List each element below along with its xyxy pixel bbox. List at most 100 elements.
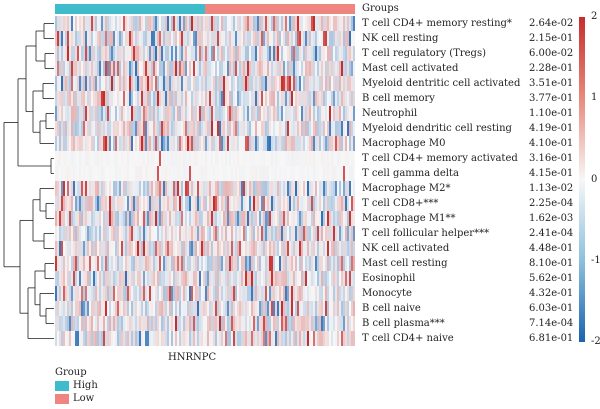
heatmap-cell [179, 31, 182, 46]
heatmap-cell [217, 61, 220, 76]
heatmap-cell [185, 16, 188, 31]
heatmap-cell [93, 226, 96, 241]
heatmap-cell [345, 181, 348, 196]
heatmap-cell [279, 181, 282, 196]
heatmap-cell [231, 31, 234, 46]
heatmap-cell [145, 136, 148, 151]
heatmap-cell [87, 76, 90, 91]
heatmap-cell [235, 46, 238, 61]
heatmap-cell [217, 286, 220, 301]
heatmap-cell [119, 256, 122, 271]
heatmap-cell [139, 46, 142, 61]
heatmap-cell [107, 61, 110, 76]
heatmap-cell [301, 76, 304, 91]
heatmap-cell [221, 106, 224, 121]
heatmap-cell [267, 151, 270, 166]
heatmap-cell [251, 181, 254, 196]
heatmap-cell [241, 121, 244, 136]
heatmap-cell [255, 286, 258, 301]
heatmap-cell [315, 196, 318, 211]
heatmap-cell [193, 301, 196, 316]
heatmap-cell [77, 46, 80, 61]
heatmap-cell [85, 106, 88, 121]
heatmap-cell [347, 91, 350, 106]
heatmap-cell [111, 166, 114, 181]
heatmap-cell [261, 151, 264, 166]
heatmap-cell [171, 316, 174, 331]
heatmap-cell [125, 76, 128, 91]
heatmap-cell [211, 211, 214, 226]
heatmap-cell [131, 181, 134, 196]
heatmap-cell [165, 121, 168, 136]
heatmap-cell [179, 256, 182, 271]
heatmap-cell [91, 91, 94, 106]
heatmap-cell [265, 256, 268, 271]
heatmap-cell [247, 121, 250, 136]
heatmap-cell [285, 271, 288, 286]
heatmap-cell [137, 166, 140, 181]
heatmap-cell [217, 271, 220, 286]
heatmap-cell [159, 166, 162, 181]
heatmap-cell [199, 241, 202, 256]
heatmap-cell [257, 301, 260, 316]
heatmap-cell [263, 181, 266, 196]
heatmap-cell [65, 16, 68, 31]
heatmap-cell [247, 226, 250, 241]
heatmap-cell [351, 121, 354, 136]
heatmap-cell [191, 61, 194, 76]
heatmap-cell [259, 106, 262, 121]
heatmap-cell [333, 301, 336, 316]
heatmap-cell [73, 286, 76, 301]
heatmap-cell [137, 241, 140, 256]
heatmap-cell [281, 106, 284, 121]
heatmap-cell [105, 136, 108, 151]
heatmap-cell [77, 331, 80, 346]
heatmap-cell [95, 91, 98, 106]
heatmap-cell [141, 331, 144, 346]
heatmap-cell [323, 91, 326, 106]
heatmap-cell [259, 16, 262, 31]
heatmap-cell [83, 136, 86, 151]
heatmap-cell [193, 211, 196, 226]
heatmap-cell [351, 46, 354, 61]
heatmap-cell [89, 76, 92, 91]
heatmap-cell [353, 196, 355, 211]
heatmap-cell [163, 256, 166, 271]
heatmap-cell [227, 271, 230, 286]
heatmap-cell [313, 241, 316, 256]
heatmap-cell [193, 16, 196, 31]
heatmap-cell [267, 31, 270, 46]
heatmap-cell [63, 196, 66, 211]
heatmap-cell [247, 166, 250, 181]
heatmap-cell [197, 196, 200, 211]
heatmap-cell [343, 136, 346, 151]
heatmap-cell [237, 181, 240, 196]
heatmap-cell [171, 166, 174, 181]
heatmap-cell [251, 121, 254, 136]
heatmap-cell [107, 31, 110, 46]
heatmap-cell [221, 16, 224, 31]
heatmap-cell [263, 211, 266, 226]
heatmap-cell [223, 331, 226, 346]
heatmap-cell [247, 331, 250, 346]
heatmap-cell [73, 31, 76, 46]
heatmap-cell [321, 91, 324, 106]
heatmap-cell [143, 241, 146, 256]
heatmap-cell [111, 46, 114, 61]
heatmap-cell [311, 286, 314, 301]
heatmap-cell [247, 106, 250, 121]
heatmap-cell [329, 316, 332, 331]
heatmap-cell [181, 226, 184, 241]
heatmap-cell [157, 46, 160, 61]
heatmap-cell [295, 16, 298, 31]
heatmap-cell [241, 301, 244, 316]
heatmap-cell [333, 91, 336, 106]
heatmap-cell [159, 286, 162, 301]
heatmap-cell [83, 241, 86, 256]
heatmap-cell [305, 136, 308, 151]
heatmap-cell [147, 316, 150, 331]
heatmap-cell [221, 151, 224, 166]
heatmap-cell [183, 151, 186, 166]
heatmap-cell [253, 211, 256, 226]
heatmap-cell [253, 151, 256, 166]
